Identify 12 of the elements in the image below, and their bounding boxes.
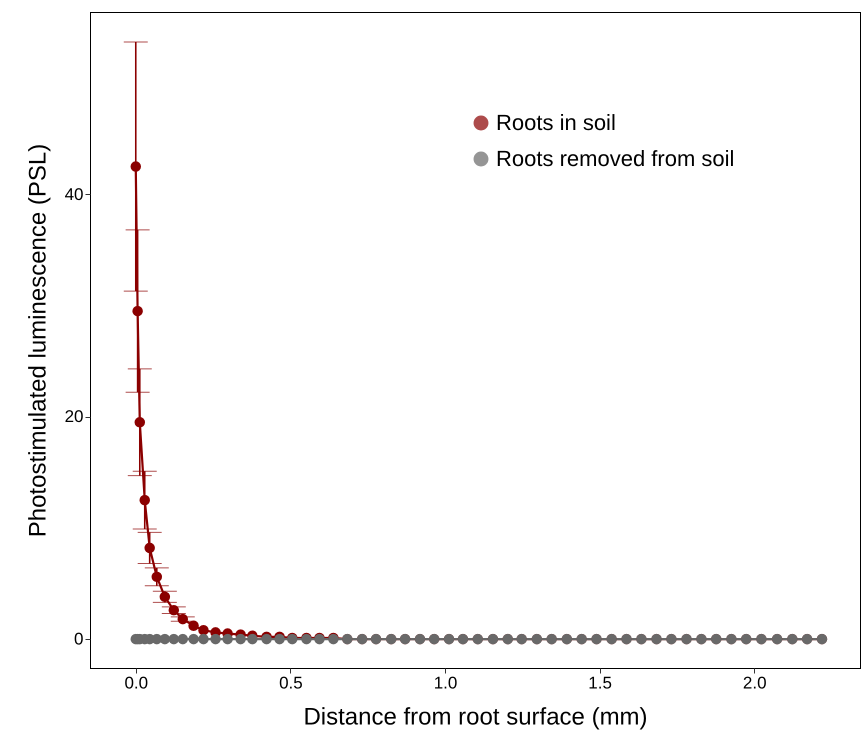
x-tick-label: 2.0 [742,674,767,692]
y-tick-label: 20 [64,407,84,426]
legend-label: Roots in soil [496,110,616,135]
y-tick-label: 40 [64,184,84,204]
y-axis-title: Photostimulated luminescence (PSL) [24,144,52,538]
x-axis-title: Distance from root surface (mm) [303,704,648,730]
y-tick-label: 0 [74,630,84,649]
legend-label: Roots removed from soil [496,146,734,171]
x-tick-label: 1.0 [434,674,458,692]
x-tick-label: 1.5 [588,674,612,692]
x-tick-label: 0.0 [124,674,148,692]
x-tick-label: 0.5 [279,674,303,692]
